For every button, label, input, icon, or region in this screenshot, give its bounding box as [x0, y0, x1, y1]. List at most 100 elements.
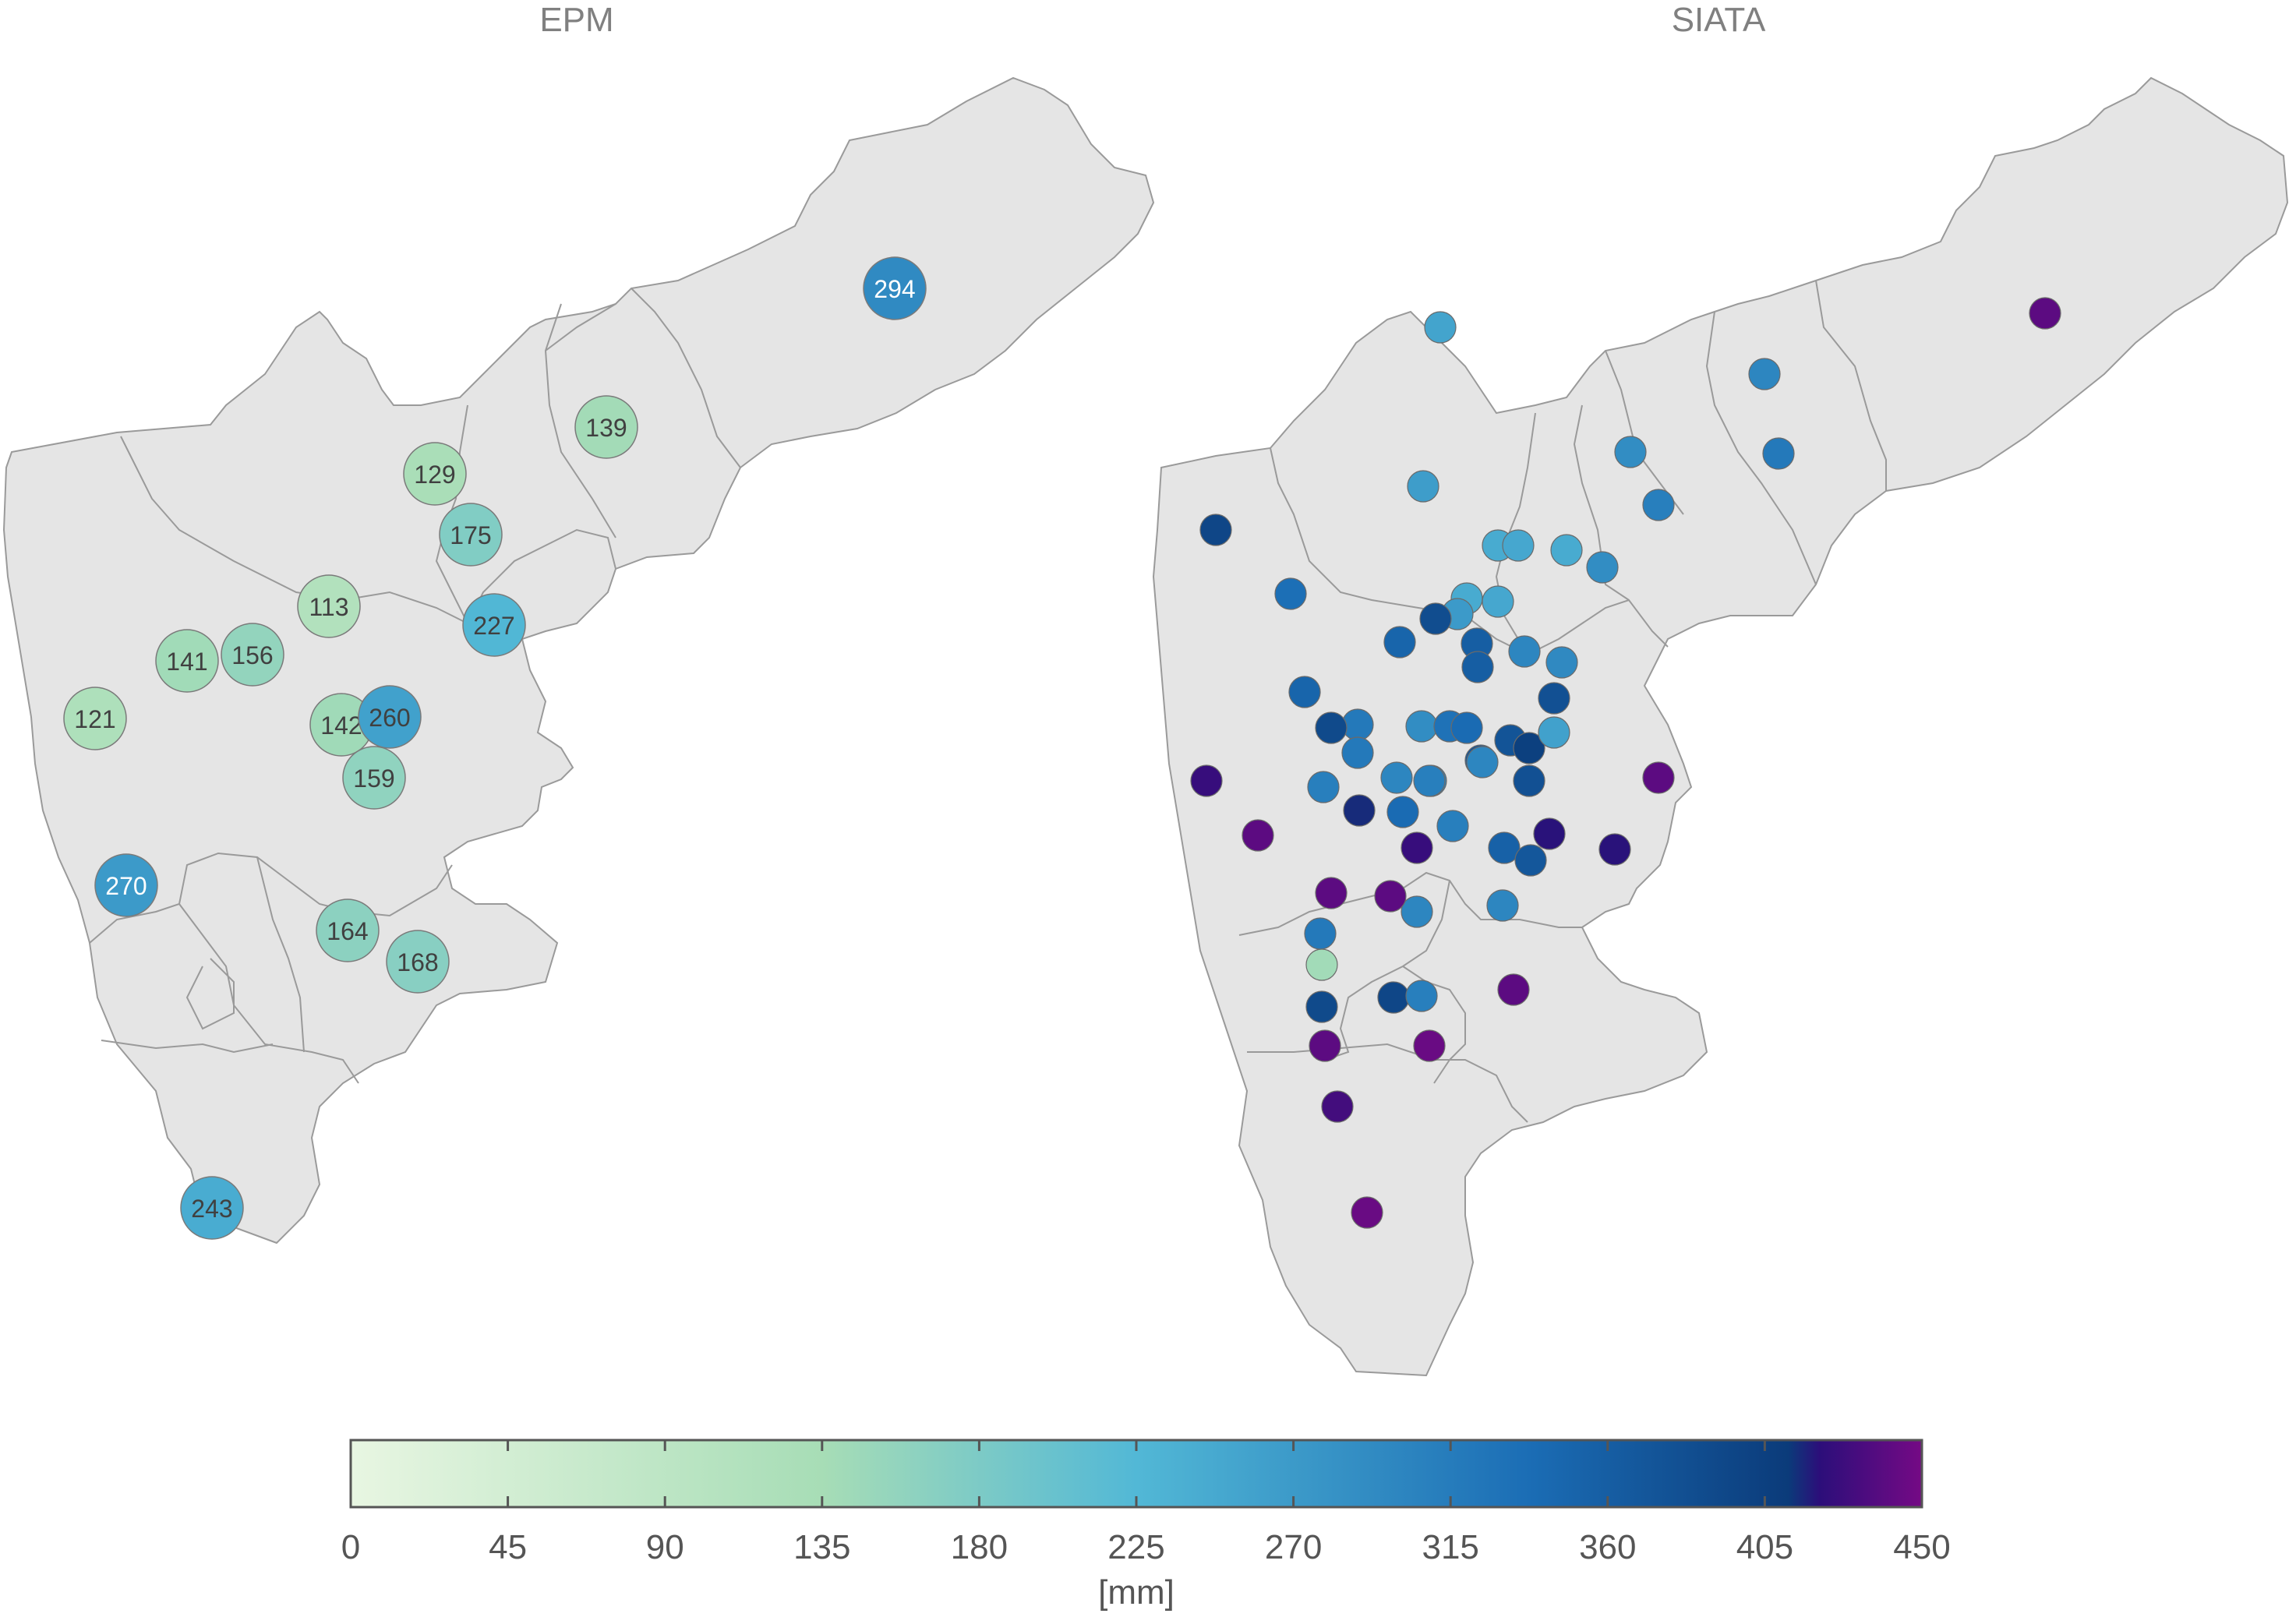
station-circle — [94, 853, 158, 917]
colorbar-tick-label: 0 — [341, 1528, 360, 1566]
station-marker: 294 — [863, 256, 927, 320]
station-marker — [1343, 794, 1376, 827]
station-marker — [1341, 736, 1374, 769]
station-marker — [1190, 764, 1223, 797]
station-circle — [221, 623, 284, 687]
stations-epm: 294 139 129 175 113 227 141 156 121 142 260 159 270 1… — [63, 256, 927, 1240]
station-marker — [1374, 880, 1407, 913]
station-value-label: 141 — [166, 648, 207, 676]
station-marker — [1321, 1090, 1354, 1123]
station-value-label: 139 — [585, 414, 627, 442]
station-marker — [1513, 764, 1545, 797]
station-marker — [1545, 646, 1578, 679]
station-marker — [1642, 761, 1675, 794]
station-marker — [1288, 676, 1321, 708]
station-value-label: 168 — [397, 948, 438, 976]
panel-epm: EPM 294 139 129 175 113 227 141 156 121 142 260 159… — [2, 1, 1155, 1245]
station-marker: 139 — [574, 395, 638, 459]
station-value-label: 270 — [105, 872, 147, 900]
station-marker: 243 — [180, 1176, 244, 1240]
station-marker: 270 — [94, 853, 158, 917]
station-marker — [1413, 1029, 1446, 1062]
basin-outline — [2, 76, 1155, 1245]
station-marker — [1508, 635, 1541, 668]
station-marker: 175 — [439, 503, 503, 567]
station-circle — [439, 503, 503, 567]
station-marker — [1450, 711, 1483, 744]
station-circle — [386, 930, 450, 994]
station-marker — [1502, 529, 1535, 562]
station-circle — [462, 593, 526, 657]
colorbar-tick-label: 225 — [1107, 1528, 1164, 1566]
station-marker — [1614, 436, 1647, 468]
station-marker — [1315, 711, 1348, 744]
station-marker: 260 — [358, 685, 422, 749]
colorbar-tick-labels: 0 45 90 135 180 225 270 315 360 405 450 — [341, 1528, 1951, 1566]
colorbar-tick-label: 90 — [646, 1528, 684, 1566]
station-circle — [358, 685, 422, 749]
station-marker — [1351, 1196, 1383, 1229]
station-marker — [1762, 437, 1795, 470]
station-marker — [1304, 917, 1337, 950]
station-marker — [1401, 895, 1433, 928]
station-marker — [1748, 358, 1781, 390]
station-marker — [1307, 771, 1340, 803]
station-marker — [1309, 1029, 1341, 1062]
colorbar-unit-label: [mm] — [1098, 1573, 1174, 1612]
station-marker — [1550, 534, 1583, 567]
station-marker: 142 — [309, 693, 373, 757]
station-marker — [1407, 470, 1439, 503]
station-marker — [1538, 716, 1570, 749]
station-value-label: 159 — [353, 764, 394, 793]
basin-map-epm — [2, 76, 1155, 1245]
station-value-label: 260 — [369, 704, 410, 732]
colorbar-tick-label: 315 — [1422, 1528, 1478, 1566]
station-circle — [342, 746, 406, 810]
station-marker — [1405, 710, 1438, 743]
station-circle — [316, 899, 380, 962]
station-marker — [1413, 764, 1446, 797]
station-marker — [1586, 551, 1619, 584]
station-value-label: 129 — [414, 461, 455, 489]
station-value-label: 156 — [231, 641, 273, 669]
station-marker — [1380, 761, 1413, 794]
station-marker — [1386, 796, 1419, 828]
station-marker: 121 — [63, 687, 127, 750]
station-value-label: 227 — [473, 612, 514, 640]
station-marker — [1315, 877, 1348, 909]
station-marker — [1533, 817, 1566, 850]
station-value-label: 164 — [327, 917, 368, 945]
station-marker — [1305, 948, 1338, 981]
station-marker — [1242, 819, 1274, 852]
station-marker — [1497, 973, 1530, 1006]
station-marker — [1486, 889, 1519, 922]
station-circle — [403, 442, 467, 506]
station-circle — [574, 395, 638, 459]
station-value-label: 294 — [874, 275, 915, 303]
station-value-label: 142 — [320, 711, 362, 740]
station-circle — [863, 256, 927, 320]
station-value-label: 113 — [309, 593, 348, 621]
station-marker — [1514, 844, 1547, 877]
station-value-label: 175 — [450, 521, 491, 549]
station-marker — [1538, 682, 1570, 715]
station-marker — [2029, 297, 2061, 330]
station-marker — [1199, 514, 1232, 546]
panel-siata: SIATA — [1152, 1, 2289, 1377]
station-marker — [1424, 311, 1457, 344]
station-marker — [1466, 746, 1499, 778]
station-marker — [1405, 980, 1438, 1012]
station-circle — [180, 1176, 244, 1240]
station-marker — [1488, 831, 1521, 864]
station-marker — [1642, 489, 1675, 521]
colorbar-tick-label: 270 — [1265, 1528, 1322, 1566]
station-marker: 156 — [221, 623, 284, 687]
station-marker: 227 — [462, 593, 526, 657]
station-circle — [63, 687, 127, 750]
colorbar-tick-label: 135 — [793, 1528, 850, 1566]
colorbar-ticks — [349, 1440, 1923, 1507]
station-marker — [1274, 577, 1307, 610]
colorbar-tick-label: 180 — [951, 1528, 1008, 1566]
station-marker — [1383, 626, 1416, 658]
